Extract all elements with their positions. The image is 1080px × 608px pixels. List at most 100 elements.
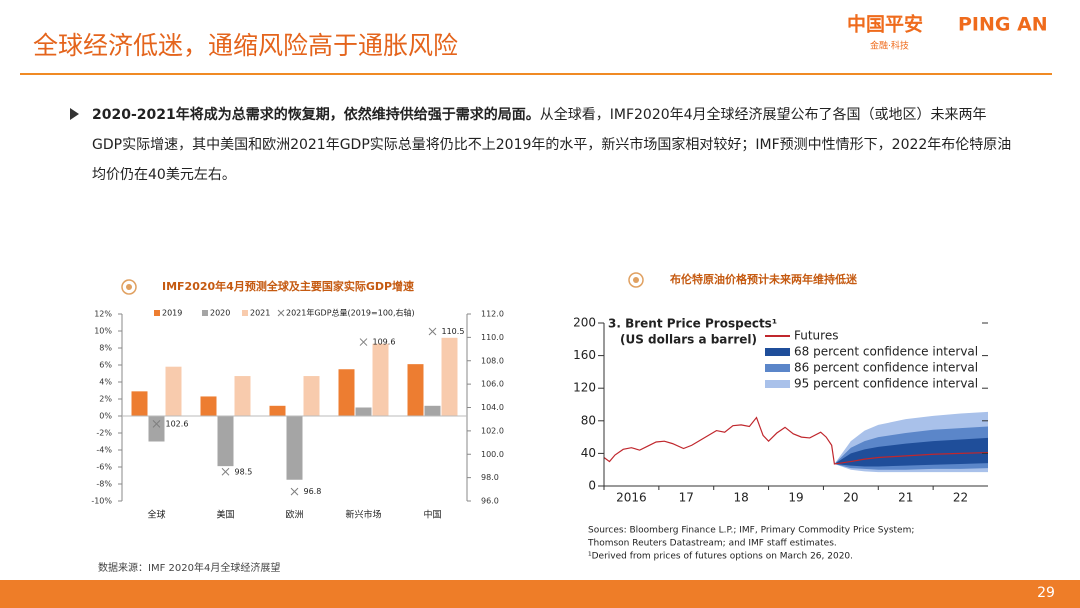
bar	[217, 416, 234, 467]
y-tick-label: -4%	[96, 446, 112, 455]
bar	[355, 407, 372, 416]
y2-tick-label: 96.0	[481, 497, 499, 506]
bar	[148, 416, 165, 442]
y-tick-label: -2%	[96, 429, 112, 438]
title-icon	[633, 277, 639, 283]
logo-en: PING AN	[958, 14, 1048, 36]
y-tick-label: 10%	[94, 327, 112, 336]
source-note: Thomson Reuters Datastream; and IMF staf…	[587, 539, 837, 549]
y-tick-label: -6%	[96, 463, 112, 472]
bar	[286, 416, 303, 480]
title-icon	[628, 272, 644, 288]
bar	[372, 343, 389, 416]
x-tick-label: 20	[843, 491, 858, 505]
x-tick-label: 2016	[616, 491, 647, 505]
source-note: ¹Derived from prices of futures options …	[588, 552, 853, 562]
marker	[428, 327, 437, 336]
source: 数据来源：IMF 2020年4月全球经济展望	[98, 561, 280, 574]
x-tick-label: 新兴市场	[345, 509, 381, 521]
y-tick-label: 6%	[99, 361, 112, 370]
data-label: 102.6	[166, 419, 189, 428]
bullet-bold: 2020-2021年将成为总需求的恢复期，依然维持供给强于需求的局面。	[92, 107, 540, 123]
y2-tick-label: 98.0	[481, 473, 499, 482]
data-label: 110.5	[442, 327, 465, 336]
marker	[359, 338, 368, 346]
marker	[221, 467, 230, 476]
legend-swatch	[765, 380, 790, 388]
bar	[424, 405, 441, 416]
y-tick-label: 12%	[94, 310, 112, 319]
chart-subtitle: 3. Brent Price Prospects¹	[608, 317, 777, 331]
y-tick-label: 120	[573, 381, 596, 395]
bar	[234, 376, 251, 416]
legend-swatch	[154, 310, 160, 316]
bullet-text: 2020-2021年将成为总需求的恢复期，依然维持供给强于需求的局面。从全球看，…	[92, 100, 1012, 190]
bar	[407, 364, 424, 416]
bar	[441, 337, 458, 416]
bullet-arrow	[70, 108, 79, 120]
y-tick-label: 40	[581, 446, 596, 460]
y-tick-label: 0%	[99, 412, 112, 421]
marker	[290, 487, 299, 496]
legend-label: 2021	[250, 309, 270, 318]
x-tick-label: 欧洲	[285, 509, 303, 521]
y-tick-label: 2%	[99, 395, 112, 404]
bar	[269, 405, 286, 416]
series-line	[603, 416, 989, 465]
y-tick-label: 200	[573, 316, 596, 330]
y2-tick-label: 100.0	[481, 450, 504, 459]
legend-swatch	[765, 364, 790, 372]
bar	[338, 369, 355, 416]
y-tick-label: 160	[573, 348, 596, 362]
y-axis-label: (US dollars a barrel)	[620, 333, 757, 347]
legend-label: 2020	[210, 309, 230, 318]
y2-tick-label: 110.0	[481, 333, 504, 342]
y2-tick-label: 104.0	[481, 403, 504, 412]
y-tick-label: 80	[581, 413, 596, 427]
legend-label: 86 percent confidence interval	[794, 361, 978, 375]
y-tick-label: -10%	[91, 497, 112, 506]
y2-tick-label: 108.0	[481, 356, 504, 365]
chart-title: IMF2020年4月预测全球及主要国家实际GDP增速	[162, 279, 414, 293]
footer-bar	[0, 580, 1080, 608]
x-tick-label: 17	[679, 491, 694, 505]
legend-label: 2019	[162, 309, 182, 318]
x-tick-label: 中国	[423, 509, 441, 521]
bar	[165, 366, 182, 416]
chart-title: 布伦特原油价格预计未来两年维持低迷	[670, 272, 858, 286]
x-tick-label: 22	[953, 491, 968, 505]
page-number: 29	[1037, 585, 1055, 601]
y-tick-label: 8%	[99, 344, 112, 353]
source-note: Sources: Bloomberg Finance L.P.; IMF, Pr…	[588, 526, 914, 536]
data-label: 98.5	[235, 467, 253, 476]
bullet-body: 从全球看，IMF2020年4月全球经济展望公布了各国（或地区）未来两年GDP实际…	[92, 107, 1012, 183]
marker	[152, 420, 161, 428]
y-tick-label: 4%	[99, 378, 112, 387]
legend-label: 2021年GDP总量(2019=100,右轴)	[286, 308, 415, 318]
bar	[131, 391, 148, 416]
bar	[200, 396, 217, 416]
x-tick-label: 19	[788, 491, 803, 505]
legend-swatch	[202, 310, 208, 316]
legend-label: Futures	[794, 329, 838, 343]
legend-swatch	[242, 310, 248, 316]
y2-tick-label: 102.0	[481, 426, 504, 435]
legend-label: 95 percent confidence interval	[794, 377, 978, 391]
slide-title: 全球经济低迷，通缩风险高于通胀风险	[33, 31, 458, 60]
confidence-band	[834, 437, 988, 467]
bar	[303, 376, 320, 416]
y2-tick-label: 112.0	[481, 310, 504, 319]
x-tick-label: 美国	[216, 509, 234, 521]
data-label: 109.6	[373, 338, 396, 347]
logo-tag: 金融·科技	[870, 40, 909, 52]
x-tick-label: 21	[898, 491, 913, 505]
title-icon	[121, 279, 137, 295]
data-label: 96.8	[304, 487, 322, 496]
title-icon	[126, 284, 132, 290]
y-tick-label: -8%	[96, 480, 112, 489]
y-tick-label: 0	[588, 479, 596, 493]
y2-tick-label: 106.0	[481, 380, 504, 389]
logo-cn: 中国平安	[847, 13, 923, 36]
